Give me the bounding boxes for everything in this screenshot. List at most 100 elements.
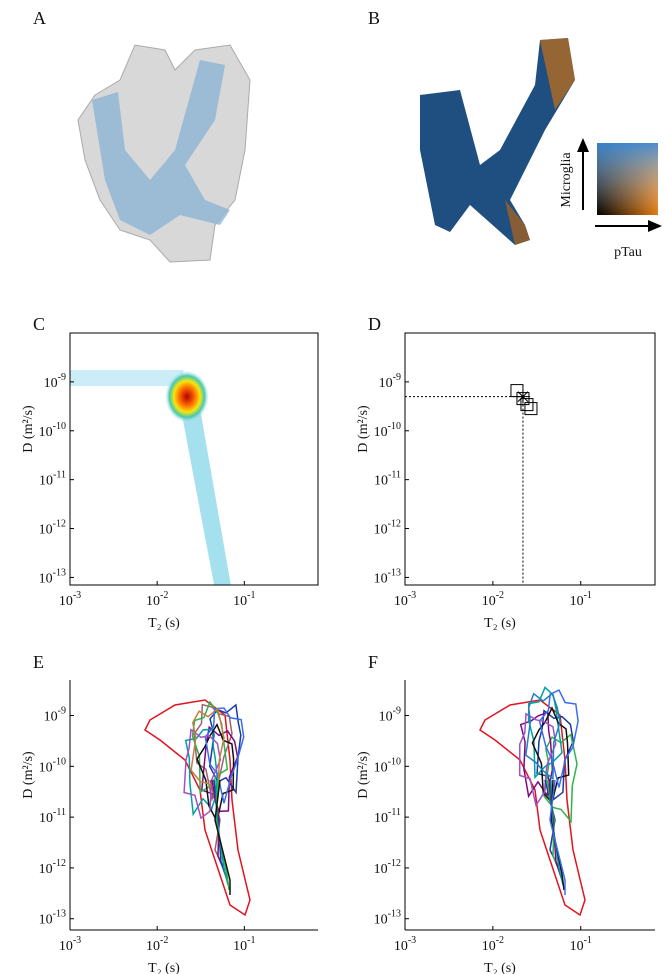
tick-base: 10: [59, 939, 73, 954]
tick-base: 10: [374, 425, 388, 440]
y-tick-label: 10-11: [374, 807, 401, 826]
tick-base: 10: [374, 811, 388, 826]
tick-exponent: -2: [496, 935, 504, 946]
tick-exponent: -3: [73, 590, 81, 601]
y-tick-label: 10-12: [374, 858, 401, 877]
x-tick-label: 10-2: [146, 590, 168, 609]
tick-base: 10: [482, 939, 496, 954]
x-tick-label: 10-2: [482, 935, 504, 954]
tick-exponent: -9: [393, 706, 401, 717]
y-tick-label: 10-10: [374, 756, 401, 775]
y-tick-label: 10-13: [39, 909, 66, 928]
tick-exponent: -1: [584, 590, 592, 601]
tick-base: 10: [374, 523, 388, 538]
contour-line: [480, 700, 585, 915]
tick-exponent: -2: [160, 935, 168, 946]
tick-base: 10: [39, 523, 53, 538]
tick-base: 10: [39, 811, 53, 826]
tick-base: 10: [233, 939, 247, 954]
axes-box: [405, 333, 655, 585]
y-tick-label: 10-13: [374, 909, 401, 928]
tick-exponent: -11: [388, 807, 401, 818]
tick-base: 10: [233, 594, 247, 609]
tick-base: 10: [394, 939, 408, 954]
plot: [480, 687, 585, 915]
x-tick-label: 10-2: [482, 590, 504, 609]
tick-exponent: -13: [53, 567, 66, 578]
y-tick-label: 10-10: [374, 421, 401, 440]
tick-exponent: -2: [160, 590, 168, 601]
heat-tail: [179, 401, 230, 585]
tick-exponent: -9: [58, 706, 66, 717]
x-tick-label: 10-3: [59, 590, 81, 609]
tick-base: 10: [379, 710, 393, 725]
colormap-x-label: pTau: [614, 245, 642, 260]
y-axis-label: D (m²/s): [356, 405, 371, 453]
tick-exponent: -10: [53, 421, 66, 432]
x-tick-label: 10-1: [570, 590, 592, 609]
tick-base: 10: [570, 939, 584, 954]
tick-base: 10: [374, 571, 388, 586]
tick-exponent: -2: [496, 590, 504, 601]
tick-base: 10: [39, 571, 53, 586]
tick-exponent: -11: [53, 807, 66, 818]
x-tick-label: 10-3: [394, 935, 416, 954]
tick-base: 10: [39, 474, 53, 489]
tick-exponent: -3: [408, 935, 416, 946]
panel-letter: D: [368, 314, 381, 334]
y-tick-label: 10-13: [374, 567, 401, 586]
panel-letter: A: [33, 8, 46, 28]
tick-base: 10: [39, 760, 53, 775]
tick-base: 10: [59, 594, 73, 609]
tissue-image: [78, 45, 250, 262]
tick-exponent: -11: [53, 470, 66, 481]
tick-exponent: -11: [388, 470, 401, 481]
y-tick-label: 10-9: [44, 372, 66, 391]
figure: A B C D E F Microglia pTau 10-310-210-11…: [0, 0, 665, 974]
x-axis-label: T₂ (s): [484, 616, 516, 631]
page: A B C D E F Microglia pTau 10-310-210-11…: [0, 0, 665, 974]
y-axis-label: D (m²/s): [21, 751, 36, 799]
y-tick-label: 10-11: [39, 807, 66, 826]
plot: [70, 370, 231, 585]
tick-exponent: -13: [388, 909, 401, 920]
tick-exponent: -9: [58, 372, 66, 383]
tick-base: 10: [146, 594, 160, 609]
x-tick-label: 10-1: [233, 590, 255, 609]
tick-exponent: -12: [388, 858, 401, 869]
tick-base: 10: [39, 862, 53, 877]
plot: [405, 385, 537, 585]
tick-base: 10: [146, 939, 160, 954]
y-tick-label: 10-11: [39, 470, 66, 489]
x-tick-label: 10-3: [394, 590, 416, 609]
x-tick-label: 10-1: [233, 935, 255, 954]
tick-exponent: -10: [388, 421, 401, 432]
heat-peak: [165, 371, 209, 423]
tick-exponent: -13: [53, 909, 66, 920]
y-tick-label: 10-10: [39, 421, 66, 440]
panel-letter: C: [33, 314, 45, 334]
y-tick-label: 10-11: [374, 470, 401, 489]
panel-letter: E: [33, 652, 44, 672]
colormap-y-label: Microglia: [559, 152, 574, 208]
tick-exponent: -3: [73, 935, 81, 946]
point: [516, 390, 530, 404]
tick-base: 10: [39, 425, 53, 440]
tick-base: 10: [482, 594, 496, 609]
heat-ridge: [70, 370, 183, 386]
tick-base: 10: [44, 376, 58, 391]
tick-exponent: -1: [584, 935, 592, 946]
panel-letter: B: [368, 8, 380, 28]
y-tick-label: 10-12: [39, 519, 66, 538]
tick-exponent: -12: [388, 519, 401, 530]
tick-exponent: -1: [247, 590, 255, 601]
plot: [145, 700, 250, 915]
stain-image: [420, 38, 662, 245]
tick-base: 10: [44, 710, 58, 725]
tick-base: 10: [374, 862, 388, 877]
y-tick-label: 10-9: [379, 372, 401, 391]
x-axis-label: T₂ (s): [148, 616, 180, 631]
tick-base: 10: [374, 474, 388, 489]
tick-base: 10: [39, 913, 53, 928]
x-tick-label: 10-3: [59, 935, 81, 954]
